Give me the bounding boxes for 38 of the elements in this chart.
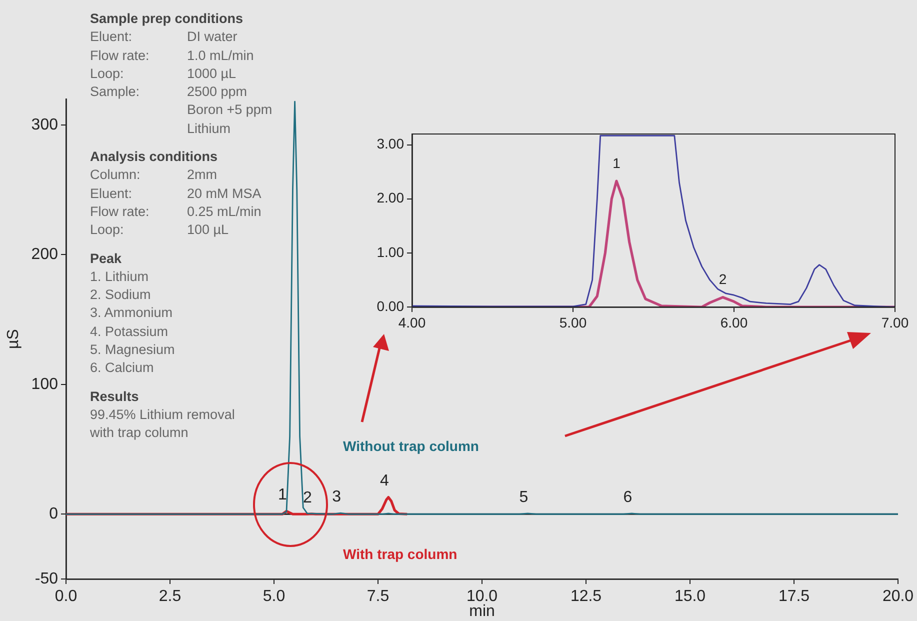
y-tick-label: 2.00: [376, 190, 404, 206]
annotation: 1: [612, 154, 621, 171]
x-tick-label: 5.00: [559, 314, 587, 330]
x-tick-label: 12.5: [570, 588, 602, 606]
y-tick-label: 300: [31, 116, 58, 134]
x-tick-label: 6.00: [720, 314, 748, 330]
text: Without trap column: [343, 438, 479, 454]
x-axis-title: min: [469, 602, 495, 620]
y-tick-label: 100: [31, 376, 58, 393]
y-tick-label: 0: [49, 506, 58, 523]
text: Analysis conditions Column: 2mm Eluent: 20 mM MSA Flow rate: 0.25 mL/min Loop: 100 µL: [90, 149, 262, 238]
annotation: Results 99.45% Lithium removal with trap column: [90, 388, 235, 442]
x-tick-label: 0.0: [54, 588, 78, 606]
annotation: 2: [302, 489, 312, 506]
x-tick-label: 4.00: [398, 314, 426, 330]
y-axis-title: µS: [5, 329, 22, 349]
x-tick-label: 2.5: [158, 588, 182, 606]
annotation: 1: [278, 486, 288, 504]
text: Sample prep conditions Eluent: DI water Flow rate: 1.0 mL/min Loop: 1000 µL Sample: 2500 ppm Boron +5 ppm Lithium: [90, 11, 272, 136]
x-tick-label: 17.5: [778, 588, 810, 606]
annotation: 6: [623, 488, 632, 506]
annotation: 4: [380, 472, 389, 490]
x-tick-label: 7.5: [366, 588, 390, 606]
y-tick-label: 0.00: [376, 298, 404, 314]
text: With trap column: [343, 546, 458, 562]
x-tick-label: 10.0: [466, 588, 498, 606]
x-tick-label: 15.0: [674, 588, 706, 606]
annotation: 2: [718, 271, 727, 288]
annotation: 3: [332, 488, 342, 506]
x-tick-label: 20.0: [882, 588, 914, 606]
annotation: Peak 1. Lithium 2. Sodium 3. Ammonium 4. Potassium 5. Magnesium 6. Calcium: [90, 250, 175, 378]
x-tick-label: 7.00: [881, 314, 909, 330]
x-tick-label: 5.0: [262, 588, 286, 606]
annotation: 5: [519, 488, 528, 506]
y-tick-label: -50: [34, 570, 58, 588]
y-tick-label: 200: [31, 246, 58, 264]
y-tick-label: 1.00: [376, 244, 404, 260]
y-tick-label: 3.00: [376, 136, 404, 152]
